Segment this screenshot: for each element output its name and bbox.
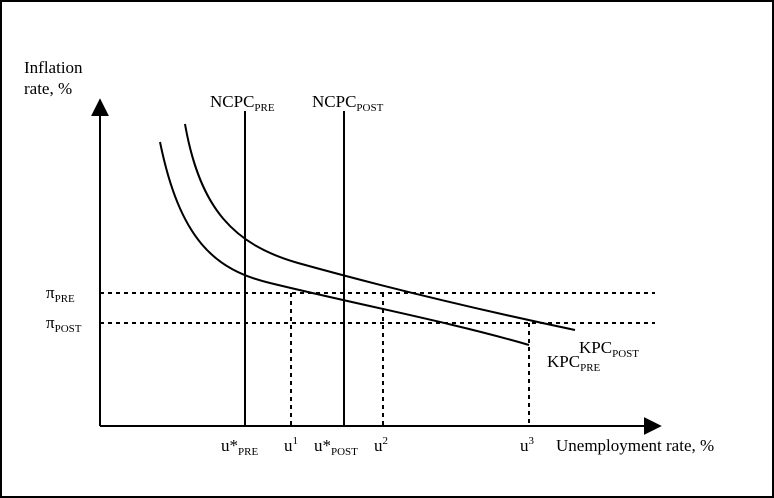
u3-tick-label: u3 bbox=[520, 435, 535, 455]
kpc-post-label: KPCPOST bbox=[579, 338, 639, 360]
x-axis-label: Unemployment rate, % bbox=[556, 436, 714, 455]
pi-pre-tick-label: πPRE bbox=[46, 283, 75, 305]
kpc-pre-label: KPCPRE bbox=[547, 352, 601, 374]
u2-tick-label: u2 bbox=[374, 435, 388, 455]
u1-tick-label: u1 bbox=[284, 435, 298, 455]
u-star-pre-tick-label: u*PRE bbox=[221, 436, 258, 458]
y-axis-label-line1: Inflation bbox=[24, 58, 83, 77]
kpc-pre-curve bbox=[159, 141, 530, 346]
y-axis-label-line2: rate, % bbox=[24, 79, 72, 98]
u-star-post-tick-label: u*POST bbox=[314, 436, 358, 458]
ncpc-post-label: NCPCPOST bbox=[312, 92, 384, 114]
ncpc-pre-label: NCPCPRE bbox=[210, 92, 275, 114]
pi-post-tick-label: πPOST bbox=[46, 313, 82, 335]
kpc-post-curve bbox=[184, 123, 576, 331]
